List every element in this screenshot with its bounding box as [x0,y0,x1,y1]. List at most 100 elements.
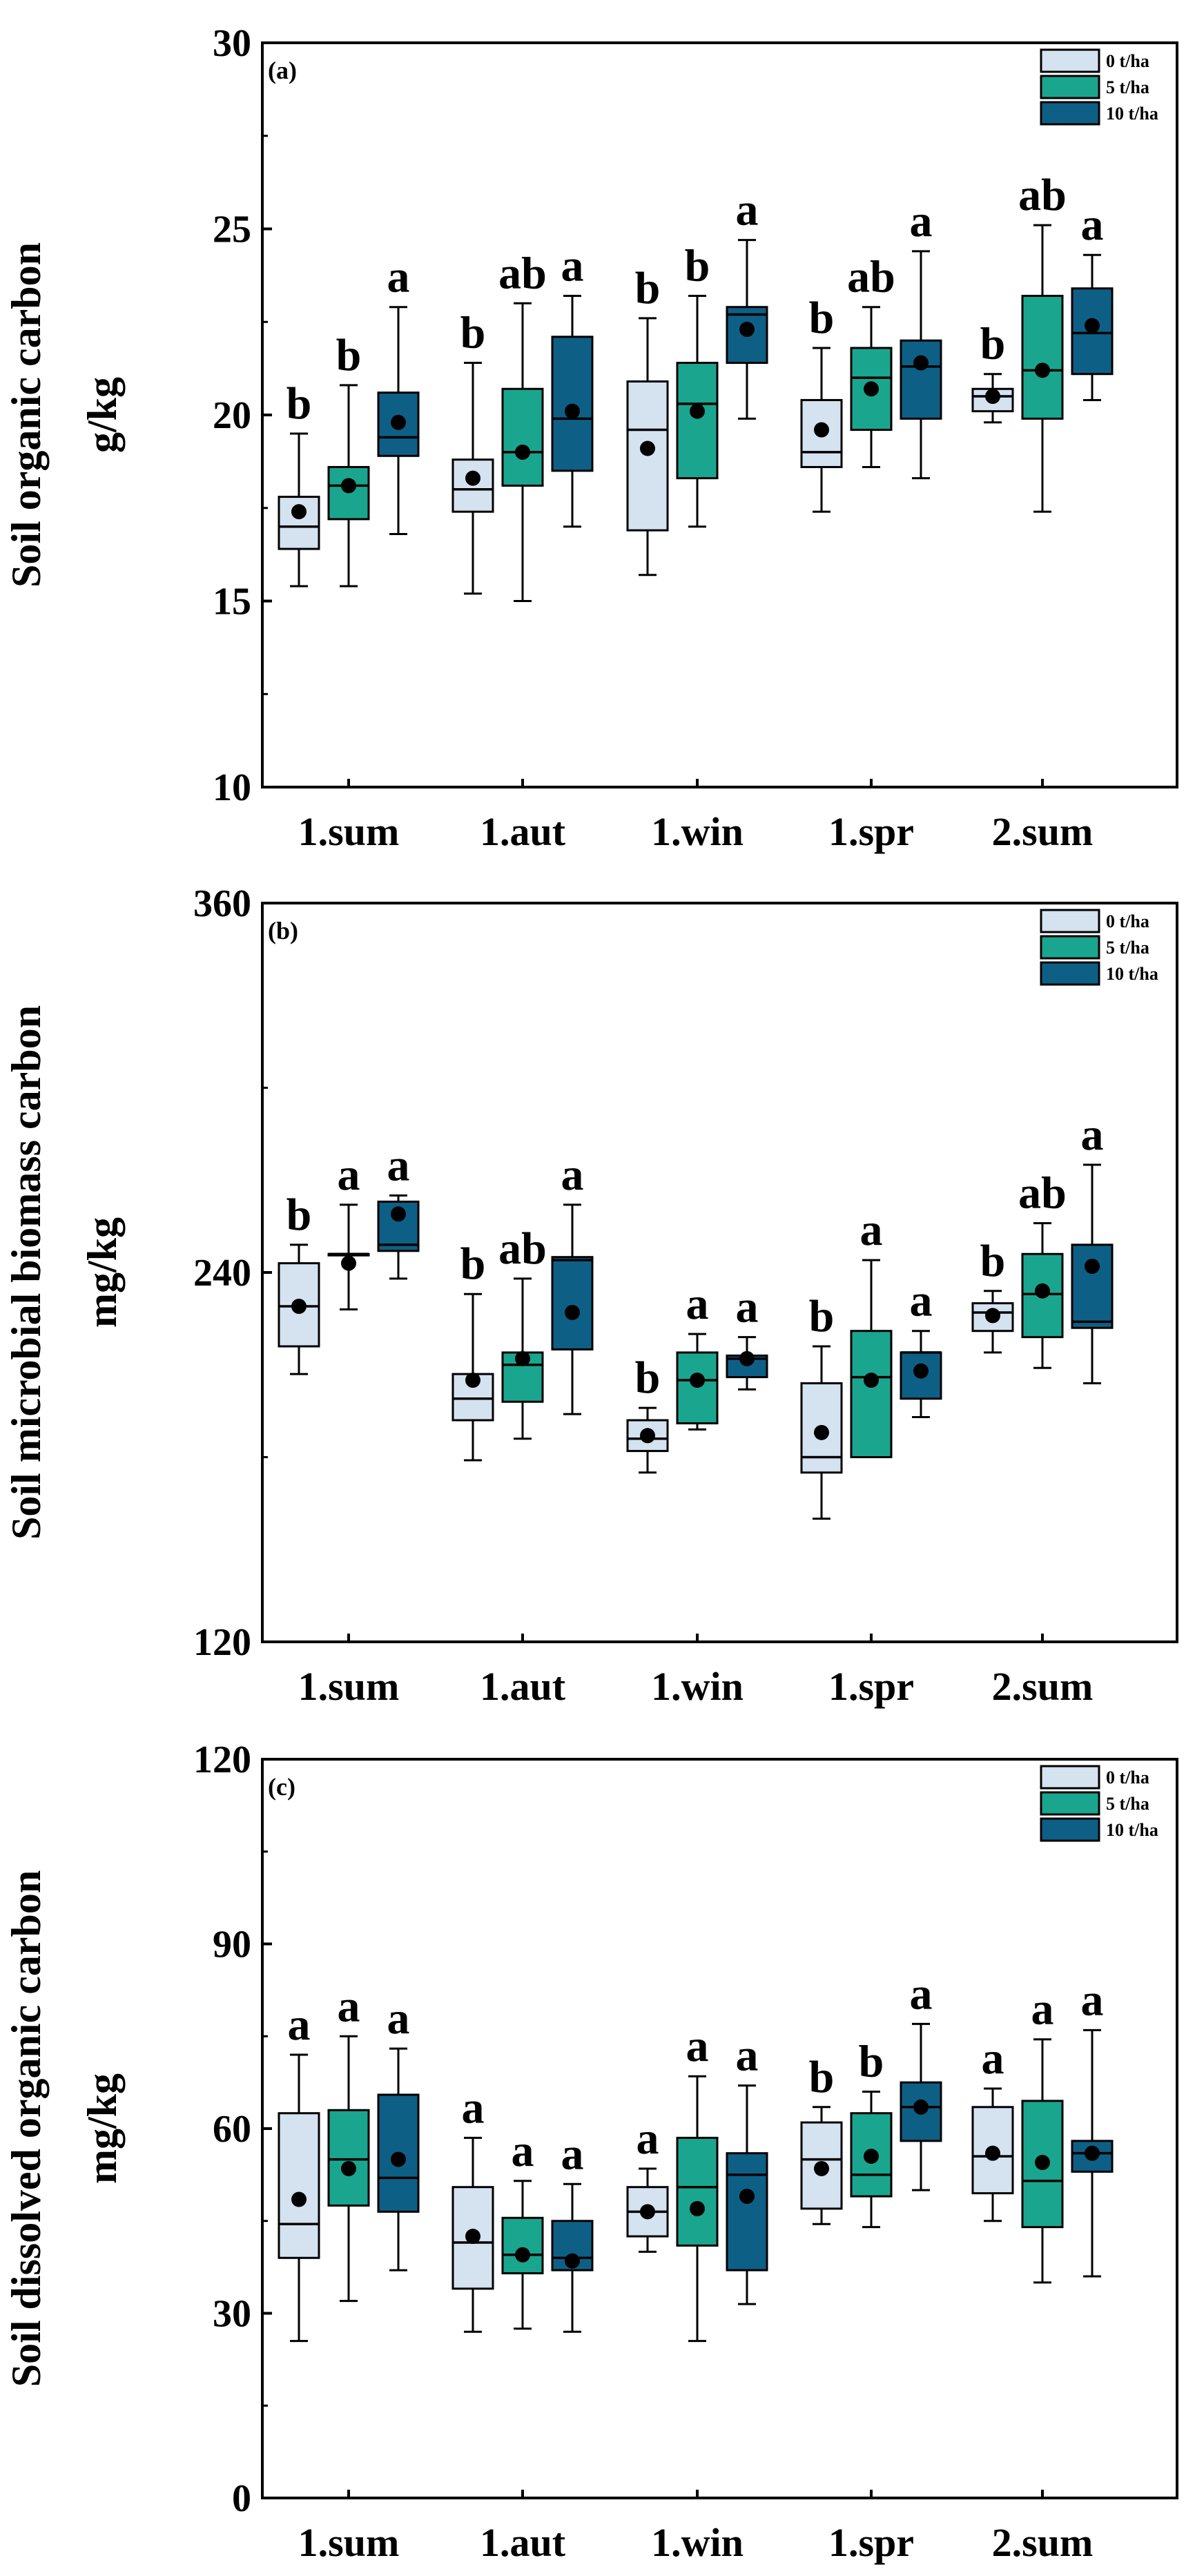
legend-swatch-1 [1040,1791,1100,1816]
box-0tha-1.win: b [626,263,669,577]
box-iqr [676,362,719,480]
box-0tha-1.sum: b [278,1190,320,1375]
significance-letter: b [460,308,486,358]
box-iqr [1071,1243,1114,1329]
chart-panel-c: 0 30 60 90 120 1.sum 1.aut 1.win 1.spr 2.sum Soil … [3,1739,1178,2565]
significance-letter: a [387,252,410,302]
x-category-label: 1.win [651,2520,744,2565]
box-iqr [278,2112,320,2259]
significance-letter: a [288,1999,311,2050]
legend-label-0: 0 t/ha [1106,1768,1149,1788]
mean-point [913,1363,929,1379]
significance-letter: a [1081,200,1104,250]
significance-letter: a [982,2033,1004,2084]
mean-point [341,1255,356,1271]
box-iqr [327,465,370,521]
box-0tha-1.spr: b [800,293,843,513]
mean-point [985,389,1000,405]
significance-letter: a [910,1968,933,2019]
mean-point [640,1428,655,1444]
x-category-label: 1.spr [828,2520,914,2565]
box-iqr [501,2216,544,2275]
legend-label-1: 5 t/ha [1106,77,1149,97]
y-tick-label: 120 [193,1621,251,1664]
x-category-label: 1.aut [480,2520,566,2565]
box-10tha-1.spr: a [900,1276,942,1419]
mean-point [814,2160,829,2176]
x-category-label: 1.aut [480,1664,566,1709]
x-category-label: 1.sum [298,809,400,854]
y-axis-unit-label: mg/kg [79,2073,125,2184]
significance-letter: a [1081,1975,1104,2025]
box-5tha-1.spr: a [850,1205,893,1459]
chart-panel-b: 120 240 360 1.sum 1.aut 1.win 1.spr 2.sum Soil m… [3,882,1178,1709]
y-axis-label: Soil dissolved organic carbon [3,1870,49,2387]
box-iqr [1021,1252,1064,1339]
box-0tha-1.win: a [626,2113,669,2253]
box-5tha-2.sum: a [1021,1984,1064,2284]
legend-swatch-1 [1040,75,1100,99]
box-10tha-2.sum: a [1071,1110,1114,1384]
significance-letter: ab [498,1223,547,1274]
y-tick-label: 240 [193,1252,251,1295]
y-tick-label: 20 [213,394,251,437]
mean-point [864,381,879,397]
y-axis-label: Soil organic carbon [3,242,49,588]
x-category-label: 2.sum [992,2520,1094,2565]
significance-letter: ab [498,248,547,298]
box-5tha-1.sum: b [327,330,370,588]
legend-label-1: 5 t/ha [1106,938,1149,958]
significance-letter: a [637,2113,659,2164]
y-tick-label: 30 [213,22,251,65]
significance-letter: a [462,2082,485,2133]
y-tick-label: 25 [213,209,251,251]
y-axis-unit-label: mg/kg [79,1217,125,1328]
x-category-label: 2.sum [992,1664,1094,1709]
significance-letter: b [980,319,1006,369]
legend-label-2: 10 t/ha [1106,1820,1158,1840]
mean-point [739,1350,755,1366]
significance-letter: a [736,1282,759,1333]
box-5tha-1.spr: b [850,2037,893,2229]
box-0tha-1.spr: b [800,2052,843,2225]
box-10tha-1.aut: a [551,2129,594,2333]
significance-letter: b [809,2052,835,2102]
mean-point [391,414,406,430]
mean-point [1035,1283,1050,1299]
mean-point [291,2191,307,2207]
box-0tha-2.sum: a [971,2033,1014,2222]
x-category-label: 1.spr [828,809,914,854]
box-iqr [900,339,942,420]
mean-point [515,1350,530,1366]
box-0tha-1.win: b [626,1353,669,1474]
significance-letter: b [980,1236,1006,1286]
box-10tha-1.sum: a [377,252,420,535]
significance-letter: a [387,1993,410,2044]
box-0tha-1.sum: b [278,378,320,588]
box-10tha-1.spr: a [900,1968,942,2191]
significance-letter: a [910,196,933,246]
box-10tha-2.sum: a [1071,200,1114,401]
mean-point [814,422,829,438]
significance-letter: ab [1018,170,1067,220]
box-5tha-1.aut: ab [498,248,547,602]
significance-letter: b [460,1239,486,1289]
mean-point [515,2247,530,2263]
mean-point [1085,1259,1100,1275]
mean-point [640,2204,655,2220]
box-10tha-1.win: a [726,185,768,420]
box-10tha-1.win: a [726,2031,768,2305]
legend-swatch-0 [1040,909,1100,933]
legend-label-0: 0 t/ha [1106,911,1149,931]
mean-point [985,2145,1000,2161]
significance-letter: a [910,1276,933,1326]
significance-letter: b [859,2037,884,2087]
box-0tha-2.sum: b [971,319,1014,424]
chart-panel-a: 10 15 20 25 30 1.sum 1.aut 1.win 1.spr 2.sum Soil … [3,22,1178,854]
mean-point [341,2160,356,2176]
legend-label-0: 0 t/ha [1106,51,1149,71]
panel-tag: (c) [268,1773,295,1801]
significance-letter: b [635,263,661,313]
mean-point [690,1373,705,1388]
